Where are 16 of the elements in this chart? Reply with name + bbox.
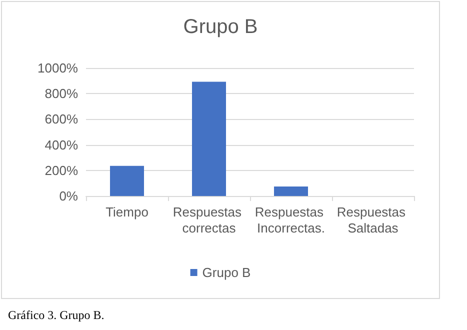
x-tick-label: Tiempo (106, 204, 148, 220)
y-tick-label: 600% (44, 112, 78, 127)
y-tick-label: 400% (44, 137, 78, 152)
y-tick-label: 800% (44, 86, 78, 102)
y-tick-label: 0% (59, 188, 78, 204)
bar (274, 186, 308, 196)
x-tick-label: Respuestas Saltadas (336, 204, 410, 236)
chart-title: Grupo B (183, 16, 258, 38)
text: Gráfico 3. Grupo B. (8, 308, 104, 323)
x-tick-label: Respuestas Incorrectas. (254, 204, 328, 236)
bar (192, 82, 226, 196)
bar (110, 166, 144, 196)
y-tick-label: 200% (44, 162, 78, 178)
x-tick-label: Respuestas correctas (172, 204, 246, 236)
y-tick-label: 1000% (38, 60, 78, 76)
legend-label: Grupo B (202, 265, 251, 280)
